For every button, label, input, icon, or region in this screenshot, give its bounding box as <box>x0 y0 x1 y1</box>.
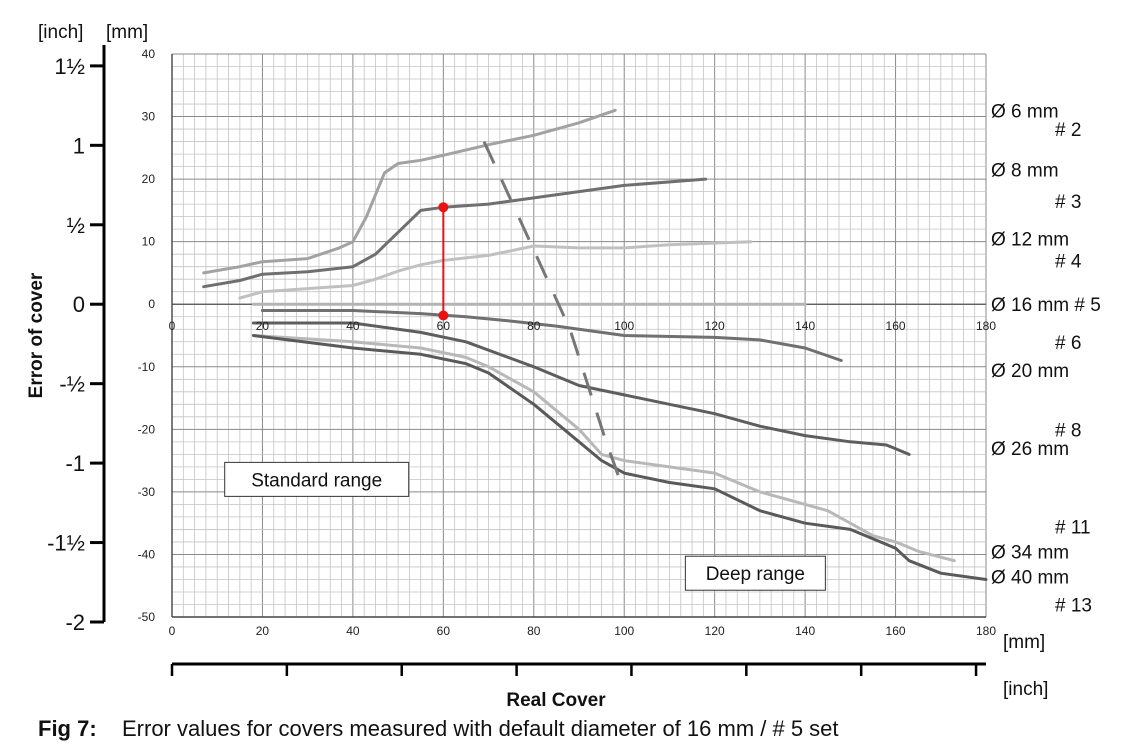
chart-marks <box>224 140 826 591</box>
x-tick-label-bottom: 160 <box>886 624 906 638</box>
y-axis-title: Error of cover <box>26 272 47 398</box>
inch-tick-label: -1 <box>65 451 85 476</box>
series-label: Ø 6 mm <box>991 101 1059 122</box>
range-boundary-dashed-line <box>482 140 626 493</box>
series-label: Ø 34 mm <box>991 542 1069 563</box>
series-label: Ø 8 mm <box>991 161 1059 182</box>
series-line <box>202 108 617 275</box>
y-tick-label: 20 <box>142 172 156 186</box>
x-tick-label-middle: 20 <box>256 319 270 333</box>
x-tick-label-bottom: 140 <box>795 624 815 638</box>
marker-point-top <box>438 202 449 213</box>
grid-lines <box>171 53 987 618</box>
inch-tick-label: -2 <box>65 610 85 635</box>
series-lines <box>202 108 988 581</box>
y-tick-label: -50 <box>138 610 156 624</box>
x-tick-label-middle: 100 <box>614 319 634 333</box>
y-tick-label: -10 <box>138 360 156 374</box>
annotation-box <box>224 461 410 497</box>
caption-label: Fig 7: <box>38 716 97 741</box>
series-label: # 8 <box>1055 420 1081 441</box>
x-tick-label-middle: 140 <box>795 319 815 333</box>
series-label: Ø 12 mm <box>991 230 1069 251</box>
series-line <box>202 177 708 289</box>
series-label: # 11 <box>1055 517 1091 538</box>
x-tick-label-bottom: 180 <box>976 624 996 638</box>
annotation-label: Standard range <box>251 470 382 491</box>
figure-caption: Fig 7: Error values for covers measured w… <box>38 716 839 742</box>
series-label: # 13 <box>1055 595 1092 616</box>
x-tick-label-middle: 80 <box>527 319 541 333</box>
y-tick-label: -20 <box>138 422 156 436</box>
x-tick-label-bottom: 60 <box>437 624 451 638</box>
x-tick-label-middle: 60 <box>437 319 451 333</box>
inch-tick-label: -1½ <box>47 531 85 556</box>
mm-unit-label: [mm] <box>106 22 148 43</box>
series-line <box>251 334 988 581</box>
y-tick-label: 10 <box>142 235 156 249</box>
chart-text: 403020100-10-20-30-40-500020204040606080… <box>26 22 1101 711</box>
x-inch-unit-label: [inch] <box>1003 679 1048 700</box>
series-label: # 3 <box>1055 192 1081 213</box>
caption-text: Error values for covers measured with de… <box>122 716 839 741</box>
y-tick-label: -30 <box>138 485 156 499</box>
x-tick-label-middle: 0 <box>169 319 176 333</box>
inch-tick-label: 1 <box>73 133 85 158</box>
x-tick-label-bottom: 0 <box>169 624 176 638</box>
x-tick-label-middle: 40 <box>346 319 360 333</box>
x-axis-title: Real Cover <box>506 690 606 711</box>
inch-tick-label: 1½ <box>54 54 85 79</box>
y-tick-label: 0 <box>148 297 155 311</box>
x-tick-label-bottom: 80 <box>527 624 541 638</box>
x-tick-label-middle: 180 <box>976 319 996 333</box>
error-of-cover-chart: 403020100-10-20-30-40-500020204040606080… <box>26 22 1101 711</box>
series-line <box>251 334 956 563</box>
inch-tick-label: 0 <box>73 292 85 317</box>
series-line <box>260 309 843 362</box>
x-tick-label-bottom: 40 <box>346 624 360 638</box>
marker-point-bottom <box>438 310 449 321</box>
y-tick-label: 30 <box>142 110 156 124</box>
inch-tick-label: ½ <box>67 213 85 238</box>
series-label: Ø 26 mm <box>991 439 1069 460</box>
annotation-label: Deep range <box>706 564 805 585</box>
x-tick-label-middle: 120 <box>705 319 725 333</box>
series-line <box>238 240 753 300</box>
x-tick-label-middle: 160 <box>886 319 906 333</box>
x-tick-label-bottom: 20 <box>256 624 270 638</box>
x-unit-label: [mm] <box>1003 632 1045 653</box>
inch-tick-label: -½ <box>59 372 85 397</box>
x-tick-label-bottom: 100 <box>614 624 634 638</box>
axes <box>90 45 986 676</box>
series-label: Ø 20 mm <box>991 361 1069 382</box>
series-line <box>251 321 911 456</box>
series-label: Ø 16 mm # 5 <box>991 295 1101 316</box>
series-label: # 4 <box>1055 251 1082 272</box>
y-tick-label: -40 <box>138 547 156 561</box>
series-label: # 2 <box>1055 120 1081 141</box>
y-tick-label: 40 <box>142 47 156 61</box>
series-label: Ø 40 mm <box>991 567 1069 588</box>
x-tick-label-bottom: 120 <box>705 624 725 638</box>
annotation-box <box>684 555 826 591</box>
series-label: # 6 <box>1055 333 1081 354</box>
inch-unit-label: [inch] <box>38 22 83 43</box>
